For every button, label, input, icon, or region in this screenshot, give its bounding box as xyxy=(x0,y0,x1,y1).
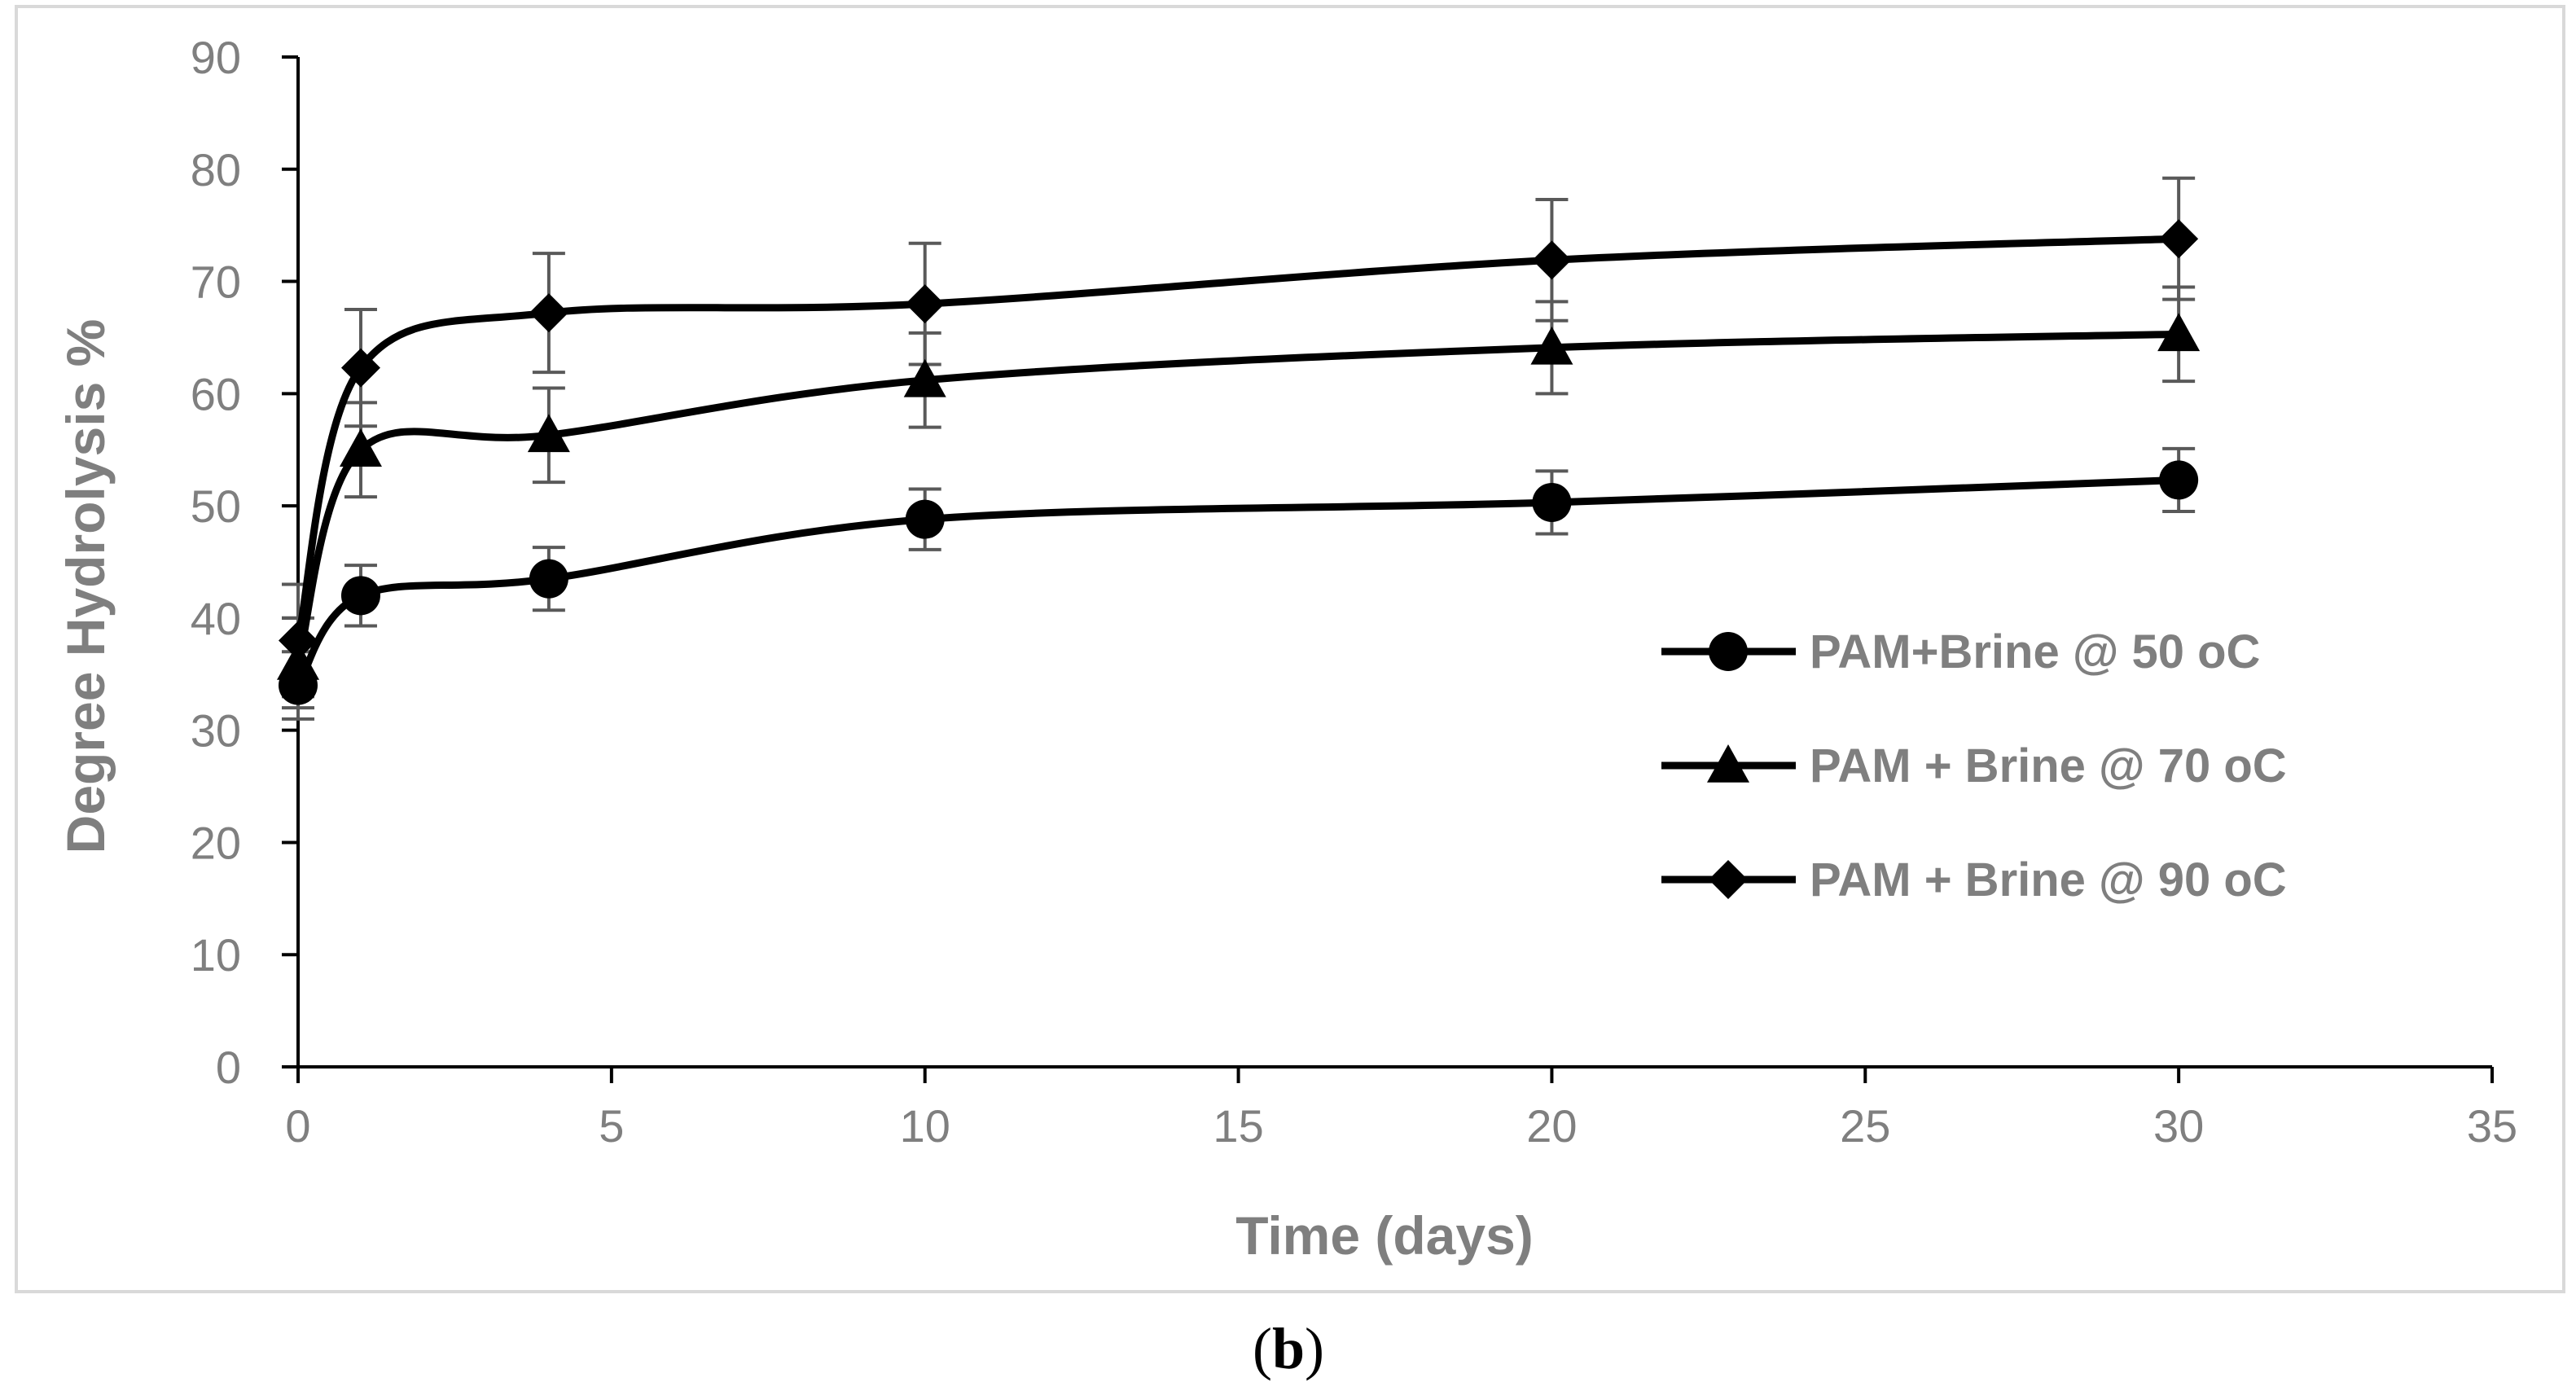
data-point-diamond xyxy=(2159,219,2199,259)
y-tick-label: 30 xyxy=(191,705,241,757)
data-point-triangle xyxy=(339,428,382,467)
error-bars xyxy=(282,176,2196,721)
y-tick-label: 10 xyxy=(191,929,241,981)
legend-label-1: PAM+Brine @ 50 oC xyxy=(1810,625,2260,678)
data-point-diamond xyxy=(905,284,945,324)
caption-close: ) xyxy=(1305,1316,1324,1381)
data-point-diamond xyxy=(1532,240,1572,280)
legend: PAM+Brine @ 50 oC PAM + Brine @ 70 oC PAM … xyxy=(1661,625,2287,906)
y-tick-label: 90 xyxy=(191,32,241,83)
y-axis-title: Degree Hydrolysis % xyxy=(55,319,116,854)
caption-open: ( xyxy=(1253,1316,1272,1381)
x-tick-label: 25 xyxy=(1840,1100,1890,1152)
data-point-diamond xyxy=(279,621,318,660)
series-markers xyxy=(277,219,2201,705)
x-tick-label: 0 xyxy=(285,1100,310,1152)
y-tick-label: 0 xyxy=(216,1042,241,1093)
y-tick-label: 60 xyxy=(191,368,241,419)
data-point-triangle xyxy=(1530,326,1573,365)
legend-marker-triangle xyxy=(1707,744,1749,783)
x-tick-label: 30 xyxy=(2153,1100,2204,1152)
x-tick-label: 20 xyxy=(1526,1100,1577,1152)
legend-marker-diamond xyxy=(1709,860,1748,899)
data-point-diamond xyxy=(529,293,568,333)
data-point-circle xyxy=(340,576,380,616)
data-point-triangle xyxy=(527,414,570,453)
caption-letter: b xyxy=(1272,1316,1305,1381)
data-point-triangle xyxy=(277,642,319,680)
y-tick-label: 50 xyxy=(191,480,241,532)
data-point-diamond xyxy=(340,348,380,388)
legend-label-3: PAM + Brine @ 90 oC xyxy=(1810,853,2287,906)
data-point-circle xyxy=(1532,482,1572,522)
y-tick-label: 80 xyxy=(191,144,241,195)
y-tick-label: 20 xyxy=(191,817,241,868)
legend-marker-circle xyxy=(1709,632,1748,671)
x-tick-label: 15 xyxy=(1213,1100,1263,1152)
chart-frame xyxy=(15,5,2565,1293)
x-axis-title: Time (days) xyxy=(1235,1205,1534,1266)
x-tick-label: 5 xyxy=(599,1100,624,1152)
figure-caption: (b) xyxy=(1253,1316,1324,1381)
data-point-circle xyxy=(905,499,945,539)
legend-label-2: PAM + Brine @ 70 oC xyxy=(1810,739,2287,792)
x-tick-label: 10 xyxy=(900,1100,950,1152)
data-point-circle xyxy=(2159,460,2199,500)
data-point-triangle xyxy=(2157,313,2201,352)
x-tick-label: 35 xyxy=(2467,1100,2517,1152)
data-point-circle xyxy=(529,559,568,599)
y-tick-label: 40 xyxy=(191,593,241,644)
data-point-triangle xyxy=(903,358,946,397)
y-tick-label: 70 xyxy=(191,257,241,308)
